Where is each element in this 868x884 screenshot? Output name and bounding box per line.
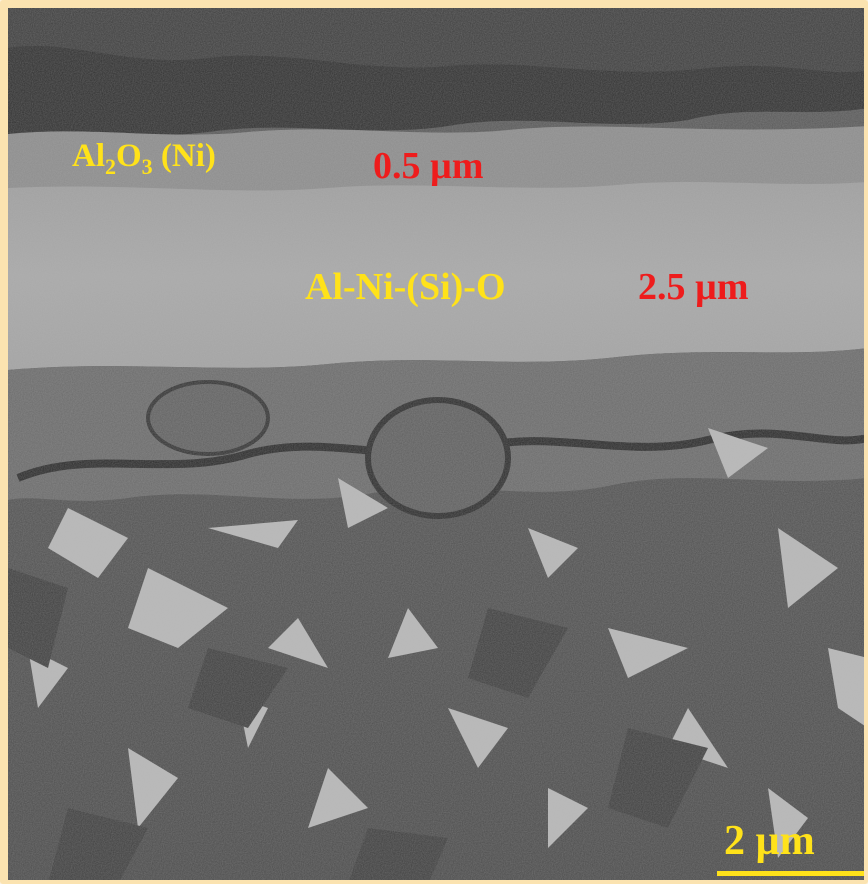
scale-bar [717,871,864,876]
label-al-ni-si-o: Al-Ni-(Si)-O [305,266,506,308]
label-al2o3-tail: (Ni) [152,138,216,174]
label-thickness-top: 0.5 µm [373,145,484,187]
label-thickness-mid: 2.5 µm [638,266,749,308]
label-al2o3-ni: Al2O3 (Ni) [72,138,216,178]
label-al2o3-sub2: 3 [141,154,153,179]
scale-bar-label: 2 µm [724,818,815,864]
label-al2o3-sub1: 2 [105,154,116,179]
label-al2o3-mid: O [116,138,142,174]
label-al2o3-base: Al [72,138,105,174]
noise-texture [8,8,864,880]
sem-micrograph [8,8,864,880]
